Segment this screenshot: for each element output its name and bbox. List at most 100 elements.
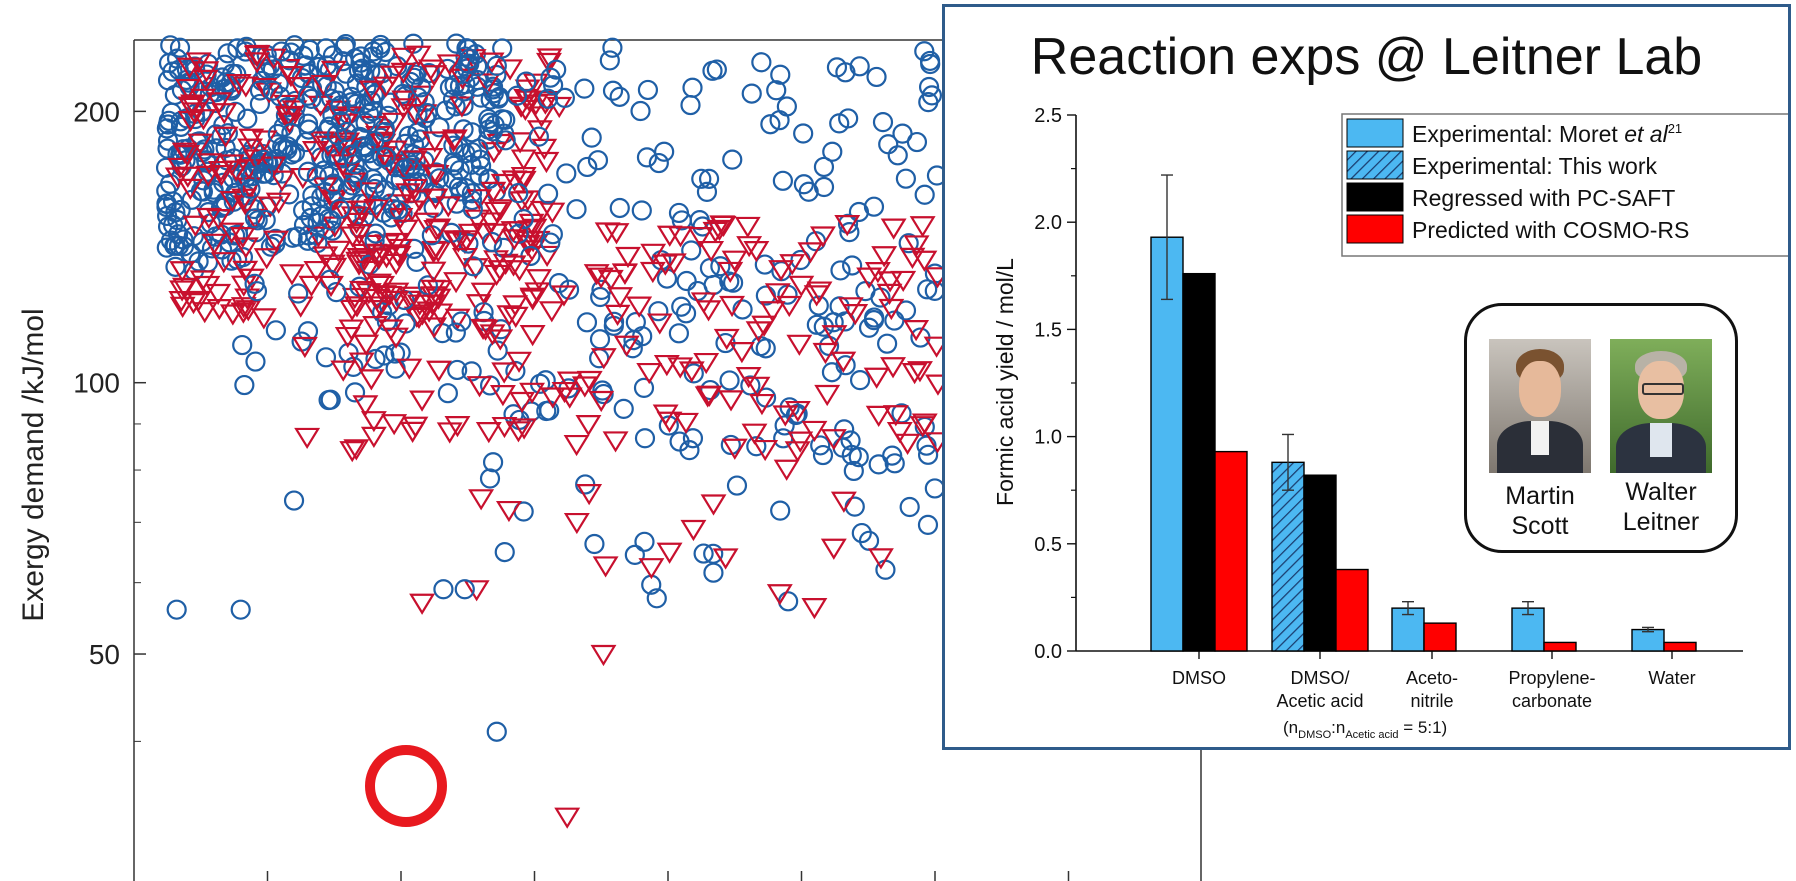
blue-circle-point	[654, 141, 675, 162]
red-triangle-point	[363, 199, 390, 221]
blue-circle-point	[556, 163, 577, 184]
red-triangle-point	[480, 181, 507, 203]
red-triangle-point	[911, 250, 938, 272]
blue-circle-point	[751, 52, 772, 73]
red-triangle-point	[421, 240, 448, 263]
red-triangle-point	[680, 519, 707, 542]
red-triangle-point	[360, 426, 387, 449]
red-triangle-point	[718, 390, 744, 412]
blue-circle-point	[835, 62, 856, 83]
blue-circle-point	[683, 363, 704, 384]
red-triangle-point	[409, 593, 436, 615]
red-triangle-point	[318, 275, 344, 298]
red-triangle-point	[194, 275, 221, 298]
red-triangle-point	[877, 271, 904, 293]
blue-circle-point	[841, 444, 862, 466]
red-triangle-point	[721, 438, 748, 460]
red-triangle-point	[590, 348, 617, 370]
red-triangle-point	[475, 422, 502, 444]
red-triangle-point	[743, 241, 770, 263]
bar-regressed-with-pc-saft	[1182, 272, 1216, 652]
red-triangle-point	[510, 166, 537, 189]
red-triangle-point	[615, 246, 641, 269]
blue-circle-point	[433, 579, 454, 600]
blue-circle-point	[249, 80, 271, 101]
red-triangle-point	[468, 489, 495, 511]
red-triangle-point	[223, 160, 250, 182]
red-triangle-point	[225, 73, 252, 96]
red-triangle-point	[343, 212, 370, 234]
bar-experimental-moret-et-al	[1391, 607, 1425, 652]
legend-item-pc-saft: Regressed with PC-SAFT	[1346, 182, 1675, 212]
red-triangle-point	[801, 597, 828, 620]
red-triangle-point	[372, 76, 399, 98]
red-triangle-point	[556, 371, 583, 393]
red-triangle-point	[496, 305, 523, 327]
blue-circle-point	[453, 119, 474, 140]
red-triangle-point	[449, 68, 476, 90]
blue-circle-point	[558, 279, 580, 300]
blue-circle-point	[732, 299, 753, 320]
red-triangle-point	[260, 48, 287, 70]
blue-circle-point	[506, 85, 528, 106]
red-triangle-point	[511, 418, 538, 440]
blue-circle-point	[322, 45, 344, 66]
blue-circle-point	[374, 179, 395, 201]
blue-circle-point	[613, 398, 634, 419]
red-triangle-point	[483, 264, 510, 287]
red-triangle-point	[505, 421, 532, 443]
blue-circle-point	[265, 320, 286, 341]
blue-circle-point	[335, 63, 357, 84]
bar-predicted-with-cosmo-rs	[1423, 622, 1457, 652]
red-triangle-point	[820, 429, 847, 451]
red-triangle-point	[425, 218, 452, 240]
red-triangle-point	[196, 153, 223, 175]
red-triangle-point	[442, 230, 469, 252]
blue-circle-point	[462, 198, 483, 220]
blue-circle-point	[448, 176, 470, 198]
red-triangle-point	[440, 131, 467, 153]
red-triangle-point	[640, 243, 667, 265]
red-triangle-point	[191, 302, 218, 324]
red-triangle-point	[901, 363, 928, 385]
red-triangle-point	[653, 354, 680, 377]
red-triangle-point	[185, 290, 212, 313]
blue-circle-point	[271, 41, 292, 62]
red-triangle-point	[491, 362, 518, 384]
red-triangle-point	[533, 151, 560, 174]
blue-circle-point	[455, 178, 476, 199]
blue-circle-point	[365, 348, 386, 370]
blue-circle-point	[844, 496, 865, 517]
red-triangle-point	[426, 360, 452, 382]
red-triangle-point	[448, 96, 475, 118]
red-triangle-point	[563, 434, 590, 457]
blue-circle-point	[240, 178, 261, 200]
blue-circle-point	[914, 184, 935, 205]
blue-circle-point	[633, 377, 655, 398]
red-triangle-point	[218, 222, 245, 244]
blue-circle-point	[374, 345, 395, 366]
blue-circle-point	[316, 55, 337, 76]
highlight-ring	[365, 745, 447, 827]
red-triangle-point	[325, 240, 352, 262]
red-triangle-point	[273, 94, 300, 117]
red-triangle-point	[695, 300, 722, 322]
red-triangle-point	[344, 296, 370, 318]
blue-circle-point	[602, 80, 624, 101]
photo-walter-leitner	[1610, 339, 1712, 473]
blue-circle-point	[895, 168, 916, 189]
blue-circle-point	[486, 55, 507, 76]
blue-circle-point	[516, 71, 537, 92]
red-triangle-point	[422, 188, 449, 210]
blue-circle-point	[812, 444, 834, 466]
blue-circle-point	[272, 136, 293, 158]
category-label: Water	[1648, 668, 1695, 688]
blue-circle-point	[851, 522, 872, 544]
red-triangle-point	[279, 264, 305, 286]
bar-y-tick-label: 1.5	[1034, 319, 1062, 341]
scatter-y-axis-label: Exergy demand /kJ/mol	[17, 308, 50, 621]
red-triangle-point	[534, 245, 561, 268]
red-triangle-point	[276, 112, 303, 134]
red-triangle-point	[353, 334, 380, 356]
blue-circle-point	[720, 434, 741, 456]
